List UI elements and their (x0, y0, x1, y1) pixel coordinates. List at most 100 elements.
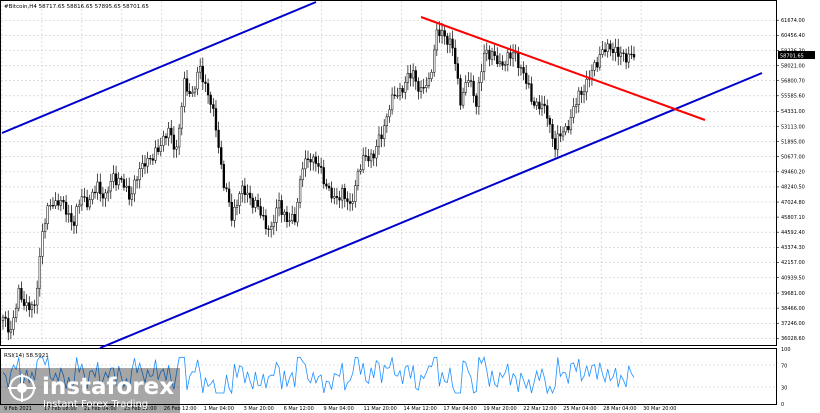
candle-body (396, 95, 399, 97)
time-tick-label: 28 Mar 04:00 (603, 406, 636, 412)
candle-body (364, 155, 367, 157)
candle-body (175, 146, 178, 150)
candle-body (406, 73, 410, 83)
candle-body (553, 138, 557, 150)
candle-body (117, 177, 120, 186)
candle-body (99, 181, 102, 195)
candle-body (104, 192, 107, 199)
price-tick-label: 37246.00 (781, 321, 805, 327)
price-tick-label: 49460.20 (781, 170, 805, 176)
candle-body (540, 103, 544, 110)
candle-body (496, 55, 499, 65)
time-tick-label: 17 Feb 08:00 (44, 406, 77, 412)
candle-body (162, 135, 165, 146)
time-tick-label: 1 Mar 04:00 (204, 406, 234, 412)
candle-body (498, 61, 502, 65)
candle-body (46, 205, 49, 225)
candle-body (327, 185, 331, 189)
candle-body (343, 188, 346, 199)
candle-body (241, 185, 244, 194)
candle-body (143, 163, 147, 167)
rsi-tick-label: 70 (781, 363, 787, 369)
rsi-tick-label: 100 (781, 347, 791, 353)
candle-body (417, 81, 420, 92)
candle-body (156, 147, 160, 152)
candle-body (80, 196, 84, 206)
candle-body (572, 106, 575, 118)
candle-body (435, 29, 438, 51)
candle-body (459, 78, 462, 106)
candle-body (17, 288, 20, 309)
candle-body (193, 88, 197, 93)
candle-body (590, 69, 594, 79)
candle-body (467, 80, 470, 83)
candle-body (404, 82, 407, 93)
candle-body (267, 228, 270, 230)
candle-body (451, 38, 454, 49)
candle-body (14, 307, 18, 318)
candle-body (530, 83, 533, 102)
candle-body (178, 127, 181, 148)
candle-body (388, 109, 391, 118)
price-tick-label: 60456.40 (781, 33, 805, 39)
candle-body (125, 185, 128, 188)
candle-body (285, 211, 289, 222)
lower-channel-line (99, 72, 763, 349)
candle-body (259, 206, 262, 216)
candle-body (93, 191, 97, 194)
upper-channel-line (1, 1, 317, 134)
candle-body (509, 52, 512, 59)
candle-body (199, 65, 202, 73)
candle-body (561, 131, 565, 137)
candle-body (556, 133, 559, 150)
candle-body (180, 106, 183, 129)
candle-body (412, 70, 415, 79)
candle-body (112, 173, 115, 182)
candle-body (57, 200, 60, 206)
rsi-label: RSI(14) 58.5921 (4, 353, 49, 359)
watermark-brand: instaforex (42, 374, 174, 400)
candle-body (567, 126, 570, 131)
candle-body (585, 79, 588, 93)
candle-body (4, 316, 7, 319)
candle-body (367, 156, 370, 162)
candle-body (101, 193, 105, 199)
candle-body (380, 134, 383, 140)
candle-body (482, 52, 486, 73)
candle-body (551, 124, 554, 139)
price-tick-label: 45807.10 (781, 215, 805, 221)
candle-body (262, 215, 265, 217)
candle-body (201, 65, 204, 83)
candle-body (525, 72, 528, 84)
candle-body (454, 47, 457, 64)
time-tick-label: 9 Feb 2021 (4, 406, 32, 412)
candle-body (120, 177, 123, 180)
candle-body (20, 288, 23, 300)
time-tick-label: 30 Mar 20:00 (643, 406, 676, 412)
candle-body (312, 156, 315, 163)
candle-body (409, 73, 412, 79)
candle-body (83, 196, 86, 198)
candle-body (546, 105, 549, 119)
candle-body (443, 30, 446, 37)
candle-body (354, 185, 357, 202)
candle-body (383, 125, 386, 140)
candle-body (427, 78, 431, 86)
candle-body (517, 51, 520, 68)
candle-body (333, 196, 336, 199)
candle-body (133, 179, 136, 195)
price-tick-label: 38466.00 (781, 306, 805, 312)
candle-body (575, 104, 578, 107)
candle-body (288, 220, 291, 222)
candle-body (419, 87, 423, 92)
candle-body (122, 179, 126, 188)
candle-body (159, 145, 162, 152)
candle-body (401, 88, 404, 93)
candle-body (293, 214, 296, 223)
candle-body (30, 304, 34, 311)
candle-body (206, 83, 210, 96)
candle-body (109, 181, 112, 192)
candle-body (538, 101, 541, 110)
candle-body (619, 52, 623, 57)
candle-body (33, 304, 36, 306)
